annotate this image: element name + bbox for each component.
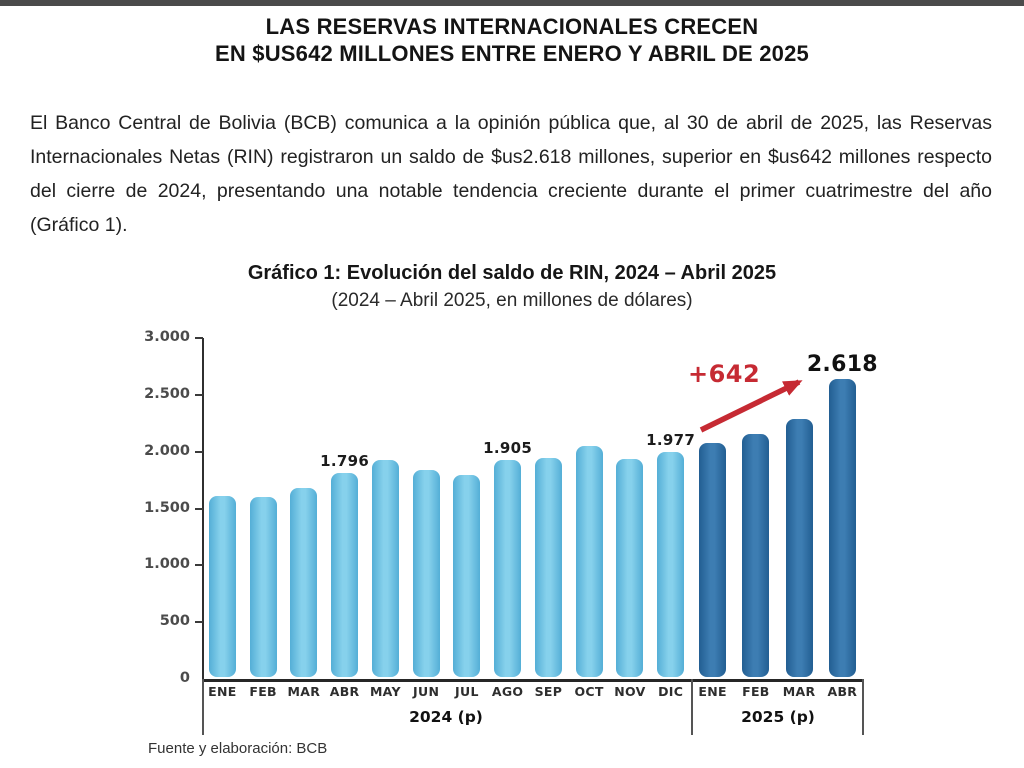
bar-jun-2024 [412, 470, 440, 677]
x-tick-label-nov-2024: NOV [614, 684, 646, 699]
x-tick-label-mar-2024: MAR [287, 684, 321, 699]
bar-value-label-abr-2025: 2.618 [806, 352, 878, 378]
x-tick-label-ago-2024: AGO [491, 684, 524, 699]
group-label-2025: 2025 (p) [741, 708, 815, 726]
y-tick-label: 1.000 [144, 556, 190, 573]
x-tick-label-sep-2024: SEP [534, 684, 563, 699]
page-title-line2: EN $US642 MILLONES ENTRE ENERO Y ABRIL D… [214, 41, 809, 66]
bar-feb-2024 [249, 496, 277, 677]
y-tick-label: 2.000 [144, 442, 190, 459]
bar-jul-2024 [453, 474, 481, 677]
axis-delimiter-left [202, 679, 204, 735]
source-note: Fuente y elaboración: BCB [148, 740, 328, 757]
page-title: LAS RESERVAS INTERNACIONALES CRECEN EN $… [0, 13, 1024, 67]
bar-value-label-dic-2024: 1.977 [646, 431, 696, 450]
chart-title: Gráfico 1: Evolución del saldo de RIN, 2… [247, 262, 777, 284]
increase-annotation: +642 [688, 360, 761, 388]
bar-abr-2025 [828, 379, 856, 677]
bar-ene-2024 [208, 496, 236, 677]
bar-value-label-abr-2024: 1.796 [320, 451, 370, 470]
y-tick-label: 0 [179, 670, 190, 686]
x-tick-label-feb-2024: FEB [249, 684, 277, 699]
x-axis-line [202, 679, 864, 682]
x-tick-label-abr-2025: ABR [827, 684, 858, 699]
y-tick-label: 2.500 [144, 385, 190, 402]
y-tick-mark [195, 393, 203, 396]
bar-oct-2024 [575, 445, 603, 677]
chart-subtitle: (2024 – Abril 2025, en millones de dólar… [331, 290, 693, 311]
bar-ago-2024 [494, 460, 522, 677]
y-tick-mark [195, 450, 203, 453]
bar-mar-2024 [290, 488, 318, 677]
x-tick-label-mar-2025: MAR [782, 684, 816, 699]
bar-mar-2025 [785, 418, 813, 677]
x-tick-label-ene-2025: ENE [698, 684, 727, 699]
bar-nov-2024 [616, 458, 644, 677]
y-tick-mark [195, 621, 203, 624]
axis-delimiter-right [862, 679, 864, 735]
x-tick-label-ene-2024: ENE [208, 684, 237, 699]
page-title-line1: LAS RESERVAS INTERNACIONALES CRECEN [265, 14, 759, 39]
y-tick-mark [195, 564, 203, 567]
y-tick-label: 3.000 [144, 329, 190, 345]
rin-bar-chart [195, 337, 864, 682]
axis-delimiter-middle [691, 679, 693, 735]
bar-may-2024 [371, 460, 399, 677]
y-tick-label: 1.500 [144, 499, 190, 516]
bar-ene-2025 [699, 442, 727, 677]
y-tick-mark [195, 337, 203, 339]
y-axis-line [202, 338, 204, 681]
y-tick-mark [195, 507, 203, 510]
x-tick-label-abr-2024: ABR [329, 684, 360, 699]
x-tick-label-oct-2024: OCT [574, 684, 604, 699]
bar-sep-2024 [534, 457, 562, 677]
y-tick-label: 500 [159, 613, 190, 630]
bar-abr-2024 [331, 472, 359, 677]
bar-dic-2024 [657, 452, 685, 677]
x-tick-label-jul-2024: JUL [455, 684, 479, 699]
bar-value-label-ago-2024: 1.905 [483, 439, 533, 458]
intro-paragraph: El Banco Central de Bolivia (BCB) comuni… [30, 112, 992, 236]
group-label-2024: 2024 (p) [409, 708, 483, 726]
bar-feb-2025 [742, 433, 770, 677]
x-tick-label-feb-2025: FEB [742, 684, 770, 699]
x-tick-label-dic-2024: DIC [658, 684, 684, 699]
x-tick-label-may-2024: MAY [369, 684, 401, 699]
page-top-border [0, 0, 1024, 6]
x-tick-label-jun-2024: JUN [413, 684, 440, 699]
